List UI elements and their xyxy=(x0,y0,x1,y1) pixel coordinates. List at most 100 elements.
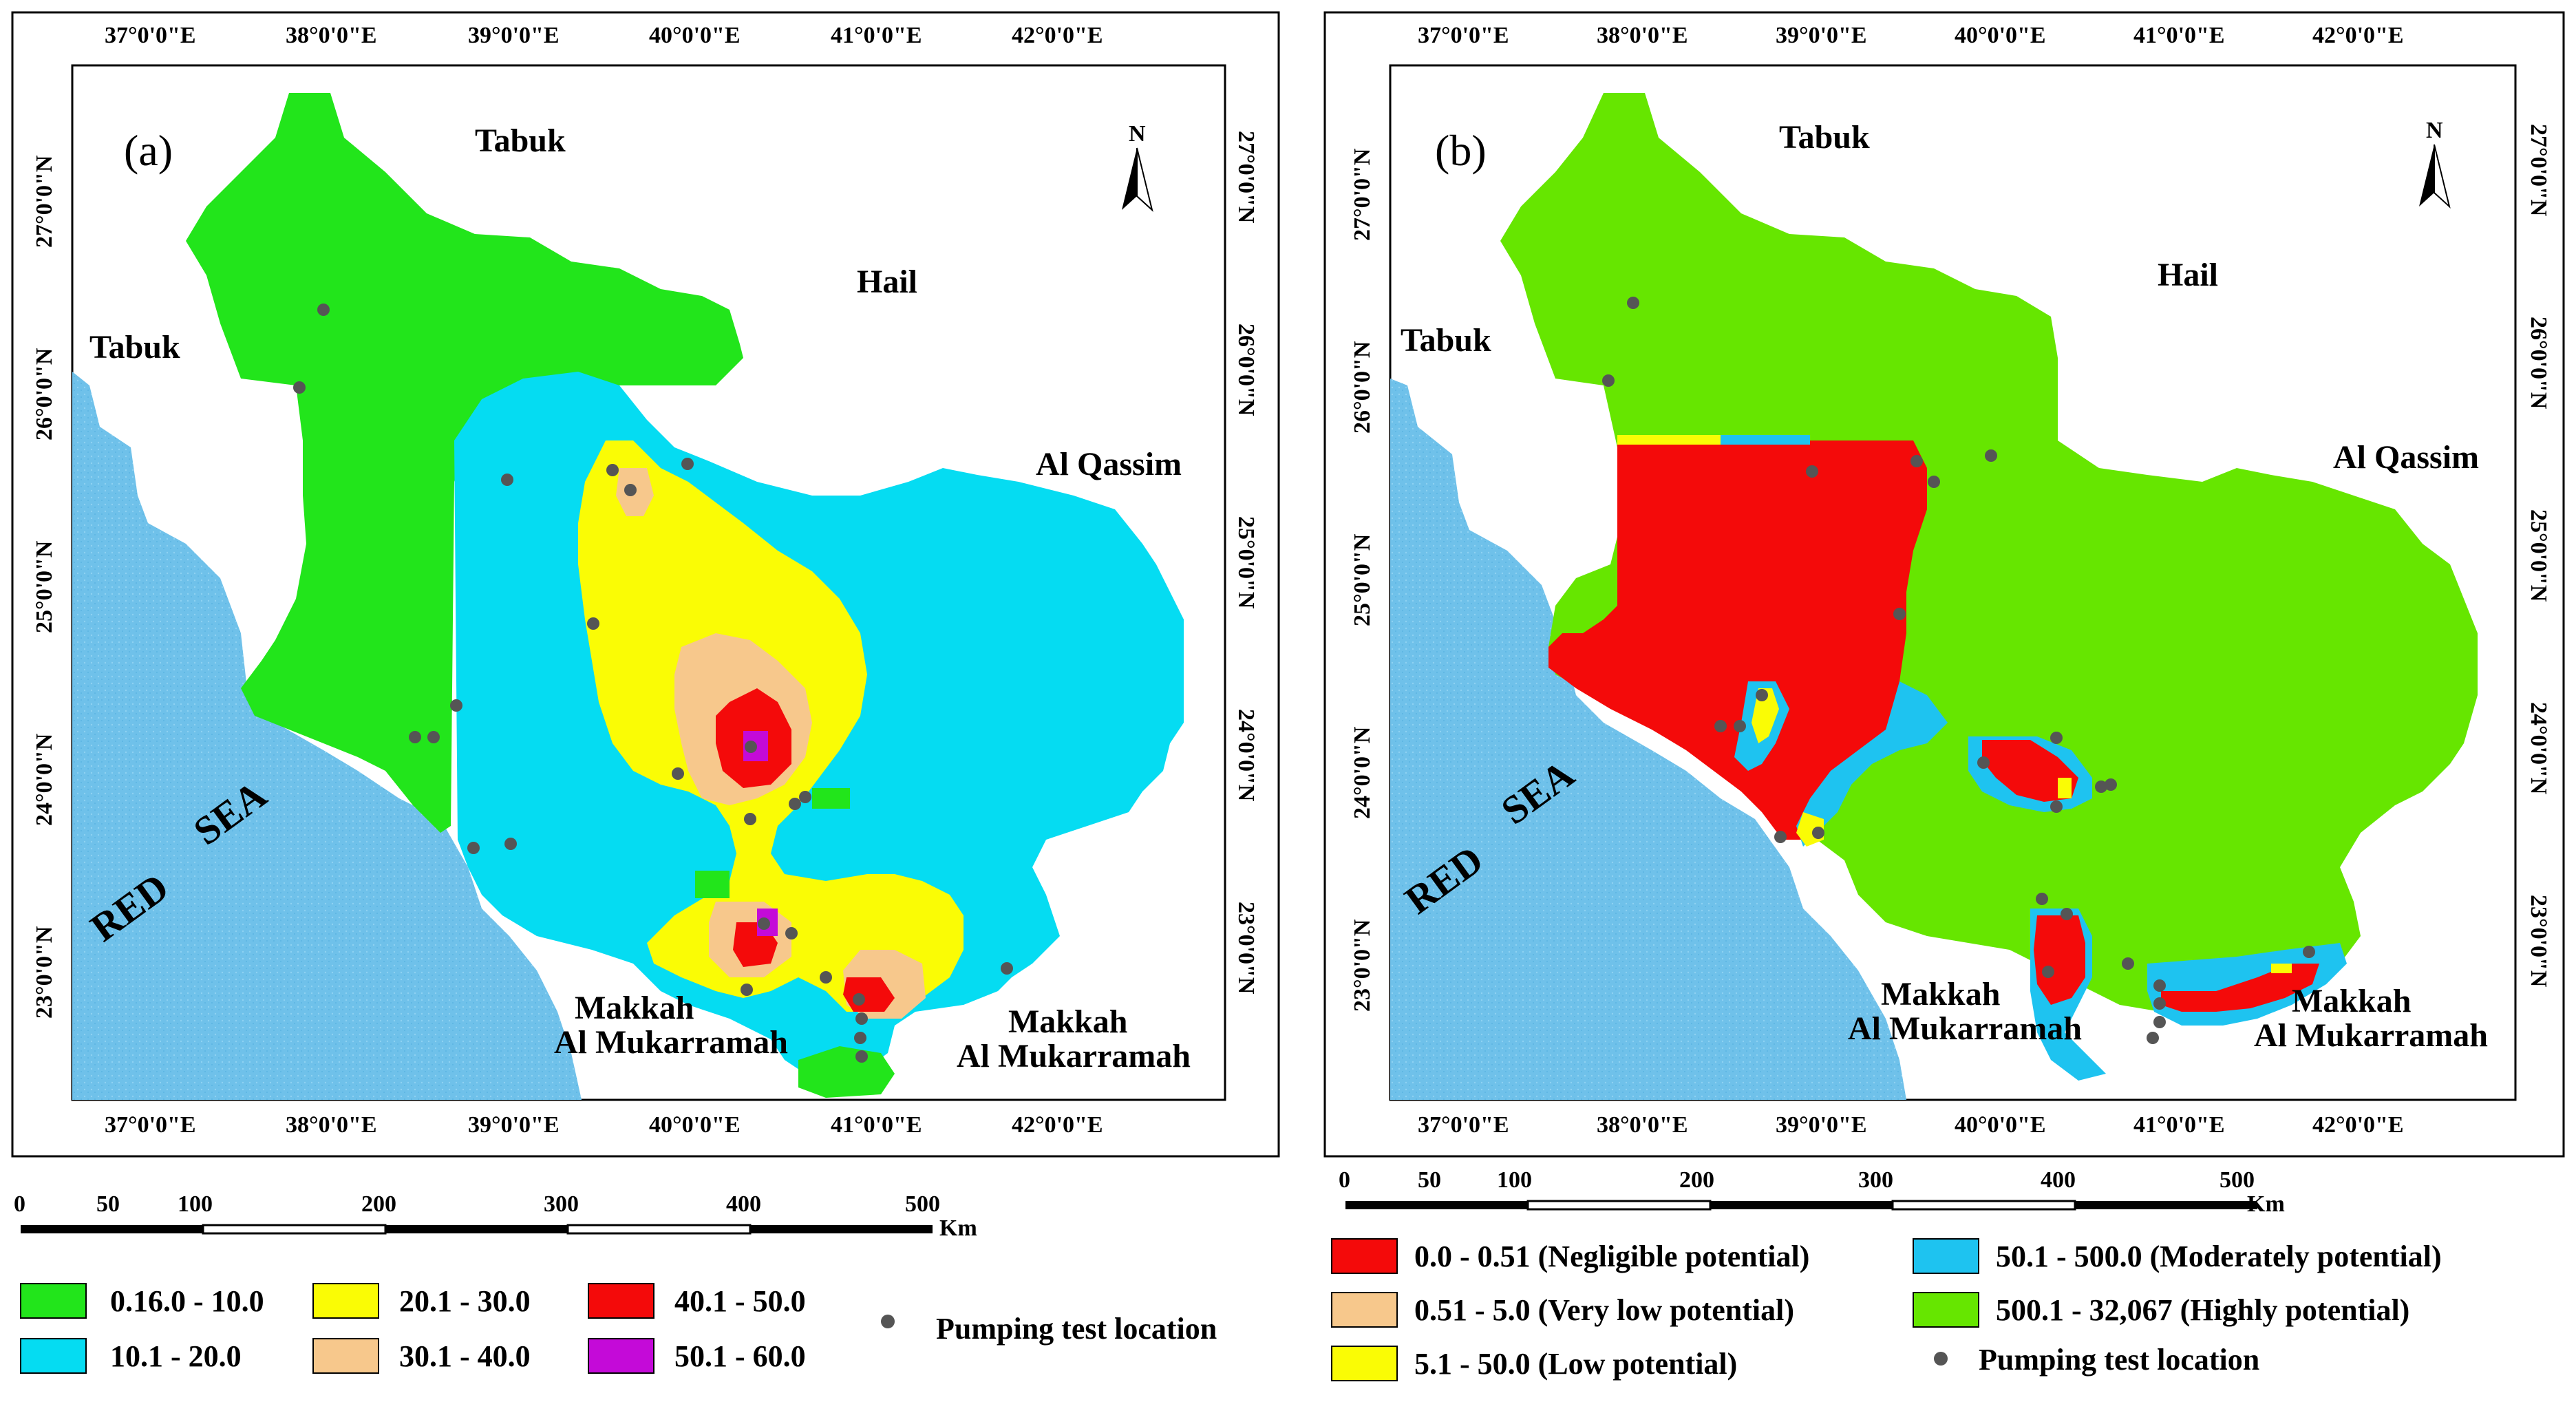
y-tick: 26°0'0"N xyxy=(1233,323,1259,416)
legend-point-label: Pumping test location xyxy=(936,1312,1217,1346)
legend-label: 5.1 - 50.0 (Low potential) xyxy=(1414,1347,1737,1381)
pumping-points-b xyxy=(1602,297,2315,1044)
y-tick: 27°0'0"N xyxy=(32,155,57,248)
y-ticks-right-b: 27°0'0"N 26°0'0"N 25°0'0"N 24°0'0"N 23°0… xyxy=(2526,124,2551,988)
zone-yellow-b-4 xyxy=(2058,778,2072,798)
legend-label: 10.1 - 20.0 xyxy=(110,1339,242,1373)
pumping-point xyxy=(1627,297,1639,309)
x-tick: 39°0'0"E xyxy=(468,23,560,48)
pumping-point xyxy=(789,798,801,810)
scale-label: 300 xyxy=(544,1191,579,1217)
scale-segment xyxy=(1526,1200,1712,1211)
scale-label: 400 xyxy=(726,1191,761,1217)
pumping-point xyxy=(672,767,684,780)
legend-label: 0.16.0 - 10.0 xyxy=(110,1284,264,1318)
north-label: N xyxy=(1129,121,1146,147)
zone-red-b-4 xyxy=(2161,964,2319,1012)
place-hail: Hail xyxy=(857,264,917,300)
scale-label: 300 xyxy=(1858,1167,1893,1193)
panel-b: (b) Tabuk Tabuk Hail Al Qassim Makkah Al… xyxy=(1323,11,2565,1381)
y-tick: 23°0'0"N xyxy=(1350,919,1375,1012)
x-tick: 37°0'0"E xyxy=(1418,1112,1509,1138)
pumping-point xyxy=(501,474,513,486)
pumping-point xyxy=(427,731,440,743)
y-tick: 24°0'0"N xyxy=(1350,726,1375,819)
x-tick: 40°0'0"E xyxy=(649,23,741,48)
legend-b: 0.0 - 0.51 (Negligible potential) 0.51 -… xyxy=(1331,1238,2442,1381)
legend-label: 40.1 - 50.0 xyxy=(674,1284,806,1318)
pumping-point xyxy=(1977,756,1990,769)
pumping-point xyxy=(1893,608,1906,620)
panel-b-frame xyxy=(1323,11,2565,1158)
pumping-point xyxy=(2095,780,2107,793)
zone-green-a xyxy=(186,93,743,833)
y-tick: 24°0'0"N xyxy=(1233,709,1259,802)
x-tick: 41°0'0"E xyxy=(2133,23,2225,48)
legend-swatch xyxy=(312,1338,379,1374)
x-tick: 38°0'0"E xyxy=(286,1112,377,1138)
scale-label: 0 xyxy=(1339,1167,1350,1193)
panel-a-frame xyxy=(11,11,1280,1158)
pumping-point xyxy=(2036,893,2048,905)
scale-label: 100 xyxy=(1497,1167,1532,1193)
pumping-point xyxy=(504,838,517,850)
legend-swatch xyxy=(1331,1292,1398,1328)
x-tick: 42°0'0"E xyxy=(2312,1112,2404,1138)
legend-point-label: Pumping test location xyxy=(1979,1343,2259,1377)
pumping-point xyxy=(1812,827,1824,839)
scale-unit: Km xyxy=(2247,1191,2285,1217)
red-sea xyxy=(72,372,582,1100)
legend-swatch xyxy=(1331,1238,1398,1274)
zone-yellow-b-5 xyxy=(2271,964,2292,973)
x-tick: 42°0'0"E xyxy=(1012,1112,1103,1138)
scale-label: 100 xyxy=(178,1191,213,1217)
x-tick: 41°0'0"E xyxy=(831,1112,922,1138)
north-arrow-b: N xyxy=(2419,118,2451,209)
pumping-point xyxy=(587,617,599,630)
pumping-point xyxy=(1774,831,1787,843)
y-tick: 24°0'0"N xyxy=(2526,702,2551,795)
legend-swatch xyxy=(312,1283,379,1319)
zone-green-a-patch-1 xyxy=(812,788,850,809)
north-arrow-white-half xyxy=(1136,147,1153,212)
pumping-point xyxy=(820,971,832,984)
y-tick: 26°0'0"N xyxy=(2526,317,2551,410)
legend-label: 20.1 - 30.0 xyxy=(399,1284,531,1318)
place-makkah-left-2: Al Mukarramah xyxy=(1848,1010,2082,1047)
pumping-point xyxy=(2153,979,2166,992)
x-tick: 39°0'0"E xyxy=(468,1112,560,1138)
y-tick: 23°0'0"N xyxy=(32,926,57,1019)
place-makkah-left-1: Makkah xyxy=(1881,976,2000,1012)
north-arrow-a: N xyxy=(1122,121,1153,212)
x-ticks-top-b: 37°0'0"E 38°0'0"E 39°0'0"E 40°0'0"E 41°0… xyxy=(1418,23,2404,48)
y-tick: 24°0'0"N xyxy=(32,733,57,826)
x-tick: 41°0'0"E xyxy=(2133,1112,2225,1138)
pumping-point xyxy=(853,993,865,1006)
pumping-point xyxy=(741,984,753,996)
x-tick: 38°0'0"E xyxy=(1597,1112,1688,1138)
pumping-point xyxy=(1714,720,1727,732)
x-tick: 39°0'0"E xyxy=(1776,1112,1867,1138)
legend-label: 0.0 - 0.51 (Negligible potential) xyxy=(1414,1240,1809,1273)
pumping-point xyxy=(1602,374,1615,387)
x-tick: 39°0'0"E xyxy=(1776,23,1867,48)
zone-green-a-patch-3 xyxy=(798,1046,895,1098)
x-tick: 37°0'0"E xyxy=(105,23,196,48)
place-makkah-left-1: Makkah xyxy=(575,990,694,1026)
pumping-point xyxy=(317,304,330,316)
pumping-point xyxy=(624,484,637,496)
y-ticks-left-a: 27°0'0"N 26°0'0"N 25°0'0"N 24°0'0"N 23°0… xyxy=(32,155,57,1019)
scale-label: 400 xyxy=(2041,1167,2076,1193)
north-arrow-white-half xyxy=(2434,144,2451,209)
x-tick: 41°0'0"E xyxy=(831,23,922,48)
scale-segment xyxy=(202,1224,387,1235)
pumping-point xyxy=(450,699,462,712)
y-tick: 25°0'0"N xyxy=(32,540,57,633)
zone-blue-b-2 xyxy=(1796,681,1948,847)
zone-yellow-b-1 xyxy=(1617,435,1721,445)
x-ticks-bottom-b: 37°0'0"E 38°0'0"E 39°0'0"E 40°0'0"E 41°0… xyxy=(1418,1112,2404,1138)
pumping-point xyxy=(2153,1016,2166,1028)
y-tick: 23°0'0"N xyxy=(2526,895,2551,988)
pumping-point xyxy=(2105,778,2117,791)
pumping-point xyxy=(1806,465,1818,478)
